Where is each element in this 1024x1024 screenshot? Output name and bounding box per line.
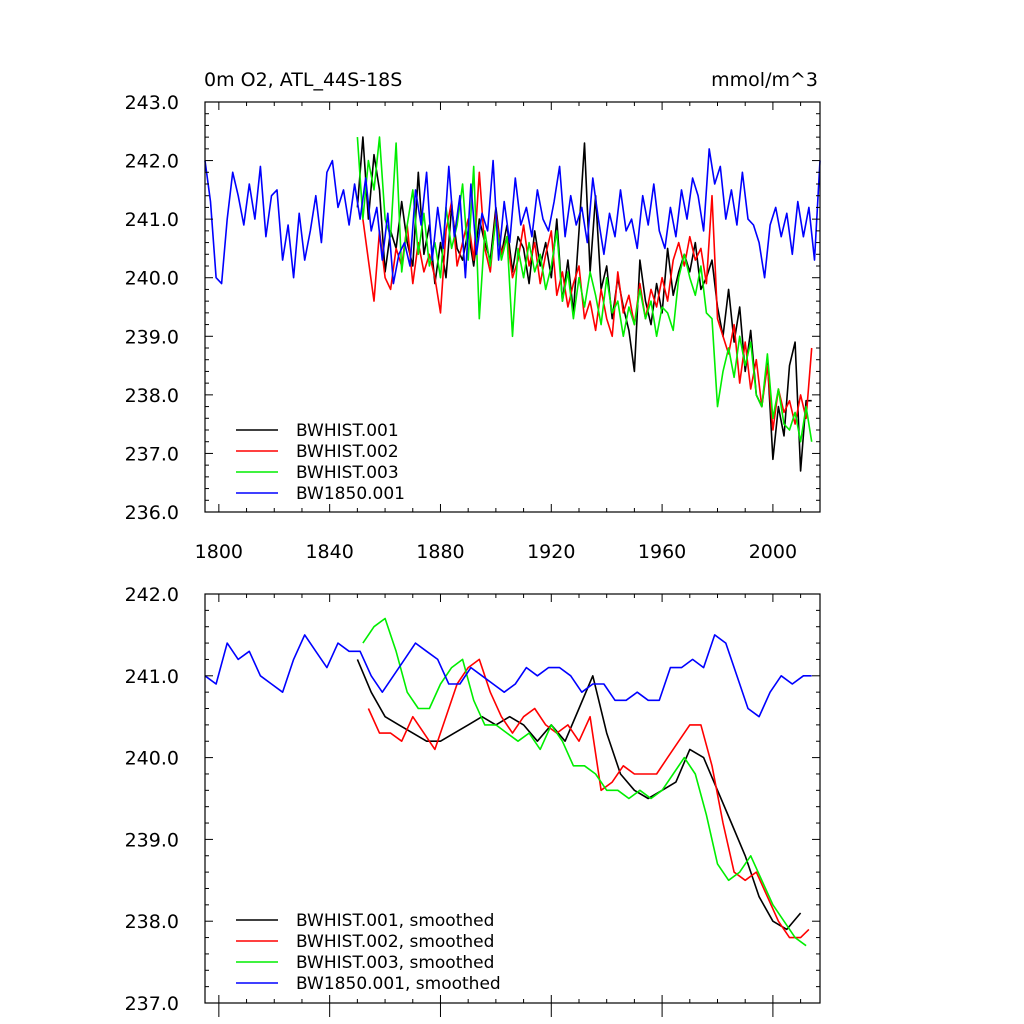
series-line-bwhist-001-smoothed (356, 659, 802, 931)
y-tick-label: 240.0 (125, 268, 179, 290)
y-tick-label: 239.0 (125, 326, 179, 348)
y-tick-label: 237.0 (125, 443, 179, 465)
legend-label: BWHIST.002 (296, 442, 399, 462)
series-line-bwhist-002-smoothed (367, 658, 810, 939)
top-panel: 1800 1840 1880 1920 1960 2000 236.0 237.0 238.0 2… (125, 92, 821, 563)
y-tick-label: 238.0 (125, 385, 179, 407)
plot-frame (204, 593, 821, 1004)
series-line-bw1850-001-smoothed (204, 634, 812, 718)
plot-frame (204, 101, 821, 513)
legend-label: BWHIST.001, smoothed (296, 911, 494, 931)
y-tick-label: 238.0 (125, 911, 179, 933)
series-line-bw1850-001 (204, 148, 821, 285)
bottom-panel: 237.0 238.0 239.0 240.0 241.0 242.0 BWHIST.001… (125, 584, 821, 1017)
y-tick-label: 237.0 (125, 993, 179, 1015)
legend-label: BW1850.001 (296, 484, 405, 504)
x-tick-label: 1880 (416, 541, 464, 563)
y-tick-label: 240.0 (125, 748, 179, 770)
x-tick-label: 1800 (195, 541, 243, 563)
legend-label: BWHIST.003 (296, 463, 399, 483)
chart-units: mmol/m^3 (711, 69, 818, 91)
series-line-bwhist-003-smoothed (362, 617, 807, 947)
y-tick-label: 243.0 (125, 92, 179, 114)
y-tick-label: 239.0 (125, 829, 179, 851)
y-tick-label: 241.0 (125, 666, 179, 688)
legend-label: BWHIST.001 (296, 421, 399, 441)
y-tick-label: 236.0 (125, 502, 179, 524)
series-line-bwhist-001 (356, 136, 812, 472)
chart-title: 0m O2, ATL_44S-18S (204, 69, 402, 91)
x-tick-label: 2000 (749, 541, 797, 563)
x-tick-label: 1920 (527, 541, 575, 563)
legend-label: BWHIST.002, smoothed (296, 932, 494, 952)
x-tick-label: 1960 (638, 541, 686, 563)
y-tick-label: 242.0 (125, 584, 179, 606)
legend-label: BW1850.001, smoothed (296, 974, 501, 994)
y-tick-label: 241.0 (125, 209, 179, 231)
y-tick-label: 242.0 (125, 151, 179, 173)
x-tick-label: 1840 (305, 541, 353, 563)
legend-label: BWHIST.003, smoothed (296, 953, 494, 973)
